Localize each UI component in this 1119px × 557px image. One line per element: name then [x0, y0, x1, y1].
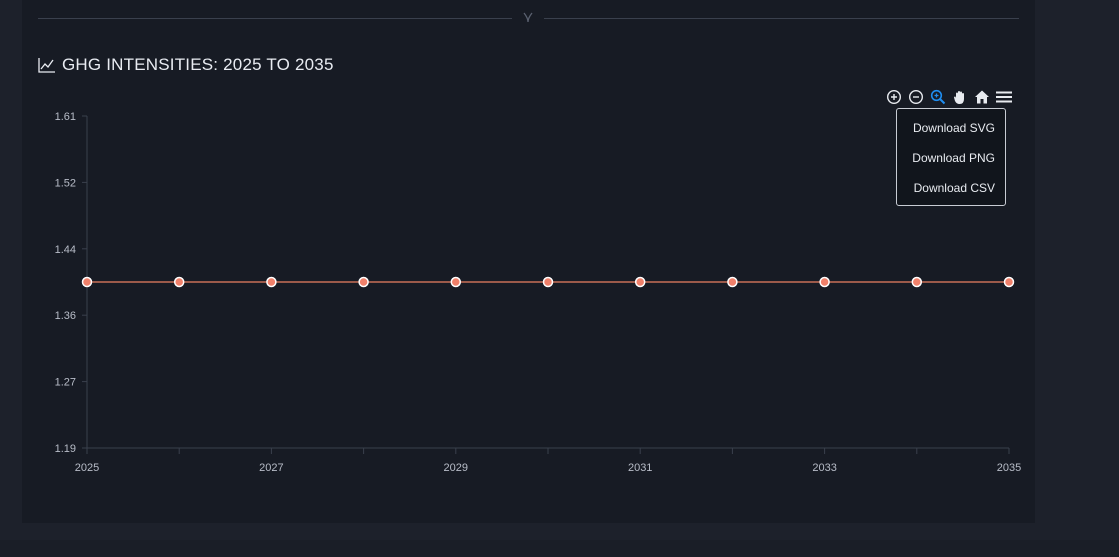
x-tick-label: 2025 — [75, 462, 99, 474]
export-menu: Download SVG Download PNG Download CSV — [896, 108, 1006, 206]
data-point[interactable] — [727, 276, 738, 288]
x-tick-label: 2029 — [444, 462, 468, 474]
y-tick-label: 1.27 — [55, 377, 76, 389]
data-point[interactable] — [634, 276, 646, 288]
chart-panel — [22, 0, 1035, 523]
data-point[interactable] — [173, 276, 185, 288]
data-point[interactable] — [1003, 276, 1015, 288]
x-tick-label: 2031 — [628, 462, 652, 474]
y-tick-label: 1.44 — [55, 244, 76, 256]
section-divider-left — [38, 18, 512, 19]
chart-title: GHG INTENSITIES: 2025 TO 2035 — [38, 54, 334, 76]
y-tick-label: 1.61 — [55, 111, 76, 123]
chevron-up-icon[interactable] — [520, 10, 536, 26]
data-point[interactable] — [911, 276, 923, 288]
download-svg-item[interactable]: Download SVG — [912, 121, 995, 135]
download-png-item[interactable]: Download PNG — [912, 151, 995, 165]
page-footer-strip — [0, 540, 1119, 557]
magnifier-zoom-icon[interactable] — [928, 88, 948, 106]
line-chart-icon — [38, 57, 56, 73]
y-tick-label: 1.19 — [55, 443, 76, 455]
data-point[interactable] — [358, 276, 369, 288]
home-icon[interactable] — [972, 88, 992, 106]
y-tick-label: 1.36 — [55, 310, 76, 322]
chart-title-text: GHG INTENSITIES: 2025 TO 2035 — [62, 55, 334, 74]
download-csv-item[interactable]: Download CSV — [913, 181, 995, 195]
zoom-in-icon[interactable] — [884, 88, 904, 106]
data-point[interactable] — [266, 276, 277, 288]
y-tick-label: 1.52 — [55, 177, 76, 189]
zoom-out-icon[interactable] — [906, 88, 926, 106]
data-point[interactable] — [81, 276, 93, 288]
x-tick-label: 2027 — [259, 462, 283, 474]
x-tick-label: 2035 — [997, 462, 1021, 474]
data-point[interactable] — [450, 276, 462, 288]
hamburger-menu-icon[interactable] — [994, 88, 1014, 106]
x-tick-label: 2033 — [812, 462, 836, 474]
hand-pan-icon[interactable] — [950, 88, 970, 106]
data-point[interactable] — [542, 276, 554, 288]
data-point[interactable] — [819, 276, 830, 288]
chart-toolbar — [884, 88, 1014, 106]
section-divider-right — [544, 18, 1019, 19]
